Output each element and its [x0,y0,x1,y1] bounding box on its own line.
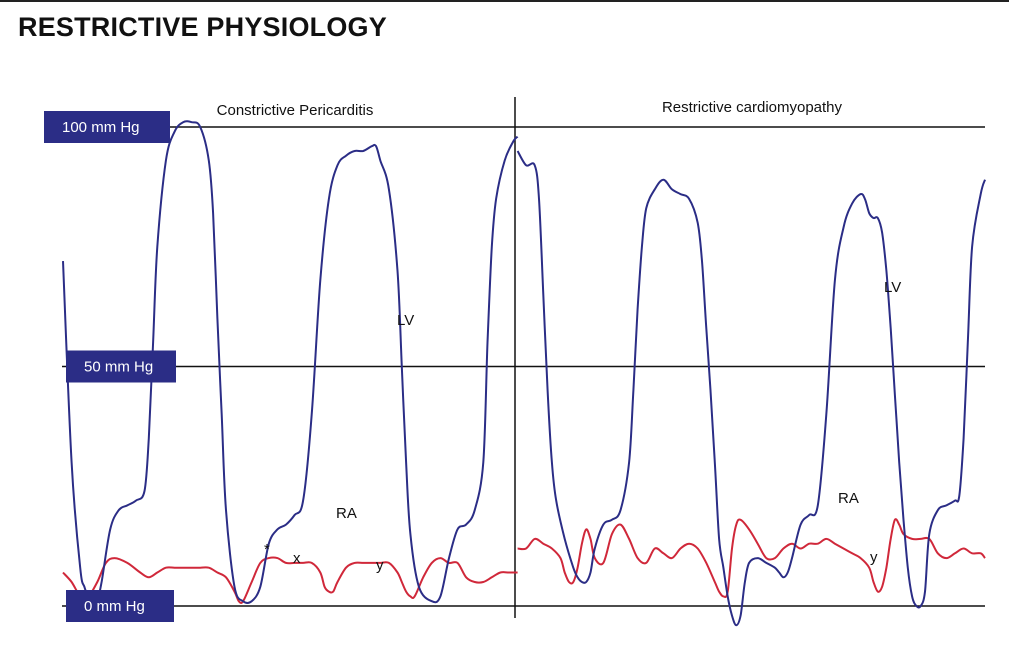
annotation-ra-left: RA [336,505,357,522]
scale-label-text: 50 mm Hg [84,359,153,376]
scale-label-text: 0 mm Hg [84,598,145,615]
annotation-ra-right: RA [838,490,859,507]
scale-label-box [44,111,170,143]
annotation-y-right: y [870,549,878,566]
annotation-asterisk: * [264,541,270,558]
scale-label-box [66,350,176,383]
scale-label-100: 100 mm Hg [44,111,170,143]
scale-label-box [66,590,174,622]
page-title: RESTRICTIVE PHYSIOLOGY [18,12,387,42]
scale-label-0: 0 mm Hg [66,590,174,622]
series-ra-panel-2 [517,518,986,598]
panel-title-constrictive: Constrictive Pericarditis [217,102,374,119]
annotation-lv-right: LV [884,279,901,296]
panel-title-restrictive: Restrictive cardiomyopathy [662,99,843,116]
annotation-lv-left: LV [397,312,414,329]
series-ra-panel-1 [62,556,518,605]
gridlines [62,126,985,607]
top-rule [0,0,1009,2]
scale-label-text: 100 mm Hg [62,119,140,136]
series-lv-panel-2 [516,150,986,627]
scale-labels: 100 mm Hg 50 mm Hg 0 mm Hg [44,111,176,622]
annotation-y-left: y [376,557,384,574]
annotation-x: x [293,550,301,567]
series-lv-panel-1 [62,120,519,604]
traces [62,120,986,627]
scale-label-50: 50 mm Hg [66,350,176,383]
